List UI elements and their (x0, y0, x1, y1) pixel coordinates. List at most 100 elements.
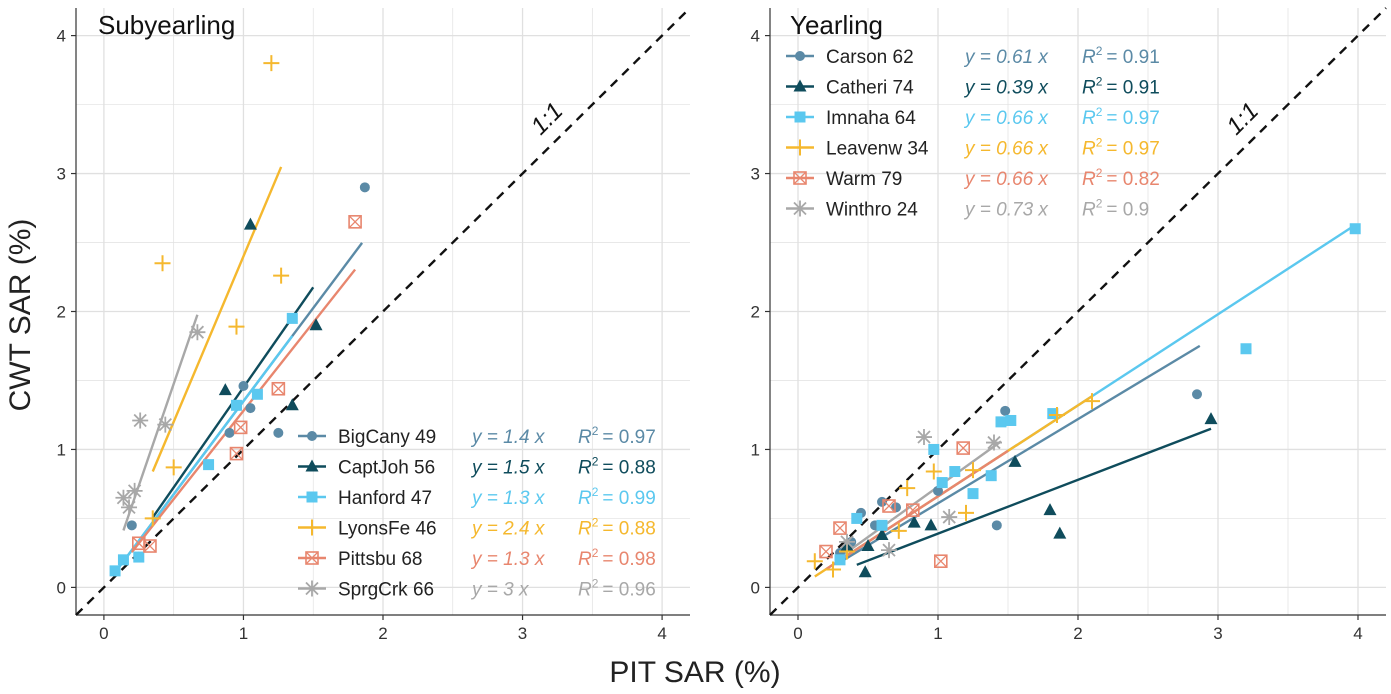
legend-equation: y = 0.66 x (963, 108, 1049, 129)
y-tick-label: 4 (751, 27, 760, 46)
data-point (359, 182, 370, 193)
data-point (126, 520, 137, 531)
legend-marker (793, 171, 807, 185)
data-point (858, 565, 872, 578)
data-point (273, 427, 284, 438)
data-point (1008, 454, 1022, 467)
legend-r-squared: R2 = 0.88 (578, 516, 656, 540)
legend-marker (793, 79, 807, 92)
data-point (224, 427, 235, 438)
data-point (228, 318, 245, 335)
data-point (285, 398, 299, 411)
data-point (986, 434, 1002, 451)
data-point (925, 463, 942, 480)
data-point (995, 416, 1007, 428)
data-point (131, 536, 146, 551)
data-point (834, 554, 846, 566)
data-point (203, 459, 215, 471)
panel-title: Yearling (790, 10, 883, 40)
data-point (243, 217, 257, 230)
data-point (121, 499, 138, 516)
identity-line (769, 7, 1387, 616)
x-tick-label: 1 (239, 624, 248, 643)
data-point (1043, 503, 1057, 516)
x-tick-label: 1 (933, 624, 942, 643)
legend-item: CaptJoh 56 y = 1.5 x R2 = 0.88 (298, 455, 656, 479)
legend-equation: y = 0.39 x (963, 78, 1049, 99)
legend-series-name: Warm 79 (826, 169, 902, 190)
data-point (924, 518, 938, 531)
data-point (861, 539, 875, 552)
data-point (189, 324, 206, 341)
y-tick-label: 2 (751, 303, 760, 322)
legend-series-name: LyonsFe 46 (338, 519, 437, 540)
data-point (115, 489, 132, 506)
legend-marker (792, 200, 808, 217)
y-tick-label: 2 (57, 303, 66, 322)
x-tick-label: 0 (793, 624, 802, 643)
data-point (941, 509, 958, 526)
legend-item: Warm 79 y = 0.66 x R2 = 0.82 (786, 166, 1160, 190)
y-tick-label: 0 (751, 578, 760, 597)
data-point (933, 554, 948, 568)
data-point (218, 383, 232, 396)
legend-series-name: CaptJoh 56 (338, 458, 435, 479)
legend-r-squared: R2 = 0.97 (1082, 136, 1160, 160)
x-tick-label: 3 (518, 624, 527, 643)
legend-marker (792, 139, 808, 156)
legend-r-squared: R2 = 0.9 (1082, 197, 1149, 221)
data-point (949, 466, 961, 478)
legend-series-name: Hanford 47 (338, 488, 432, 509)
legend-equation: y = 1.3 x (470, 549, 546, 570)
x-tick-label: 2 (1073, 624, 1082, 643)
data-point (309, 318, 323, 331)
x-tick-label: 3 (1213, 624, 1222, 643)
legend-item: Carson 62 y = 0.61 x R2 = 0.91 (786, 44, 1160, 68)
data-point (825, 561, 841, 578)
data-point (819, 544, 833, 559)
y-tick-label: 0 (57, 578, 66, 597)
data-point (916, 429, 932, 446)
grid (770, 8, 1386, 615)
legend: Carson 62 y = 0.61 x R2 = 0.91 Catheri 74 y =… (786, 44, 1160, 221)
data-point (132, 412, 149, 429)
x-tick-label: 4 (657, 624, 666, 643)
grid (76, 8, 690, 615)
legend-r-squared: R2 = 0.91 (1082, 75, 1160, 99)
legend-equation: y = 1.4 x (470, 427, 546, 448)
identity-line-label: 1:1 (526, 98, 569, 141)
legend-item: LyonsFe 46 y = 2.4 x R2 = 0.88 (298, 516, 656, 540)
x-tick-label: 0 (99, 624, 108, 643)
legend-marker (307, 431, 317, 441)
legend-marker (794, 111, 806, 123)
legend-equation: y = 0.66 x (963, 169, 1049, 190)
legend-r-squared: R2 = 0.96 (578, 577, 656, 601)
data-point (905, 503, 920, 517)
fit-line (122, 314, 199, 531)
data-point (263, 55, 280, 72)
data-point (965, 462, 981, 479)
x-axis-label: PIT SAR (%) (609, 656, 780, 689)
legend-r-squared: R2 = 0.88 (578, 455, 656, 479)
data-point (876, 519, 888, 531)
legend-marker (306, 491, 318, 503)
data-point (928, 443, 940, 455)
fit-line (839, 344, 1201, 564)
data-point (833, 521, 847, 535)
legend-series-name: Carson 62 (826, 47, 914, 68)
data-point (133, 551, 145, 563)
legend-series-name: BigCany 49 (338, 427, 436, 448)
data-point (245, 403, 256, 414)
legend-marker (304, 519, 320, 536)
data-point (967, 488, 979, 500)
data-point (891, 502, 901, 513)
data-point (271, 381, 286, 396)
data-point (985, 470, 997, 482)
data-point (109, 565, 121, 577)
identity-line-label: 1:1 (1221, 98, 1264, 141)
data-point (1053, 526, 1067, 539)
data-point (890, 522, 907, 539)
legend-r-squared: R2 = 0.98 (578, 546, 656, 570)
data-point (1049, 406, 1065, 423)
data-point (154, 255, 171, 272)
